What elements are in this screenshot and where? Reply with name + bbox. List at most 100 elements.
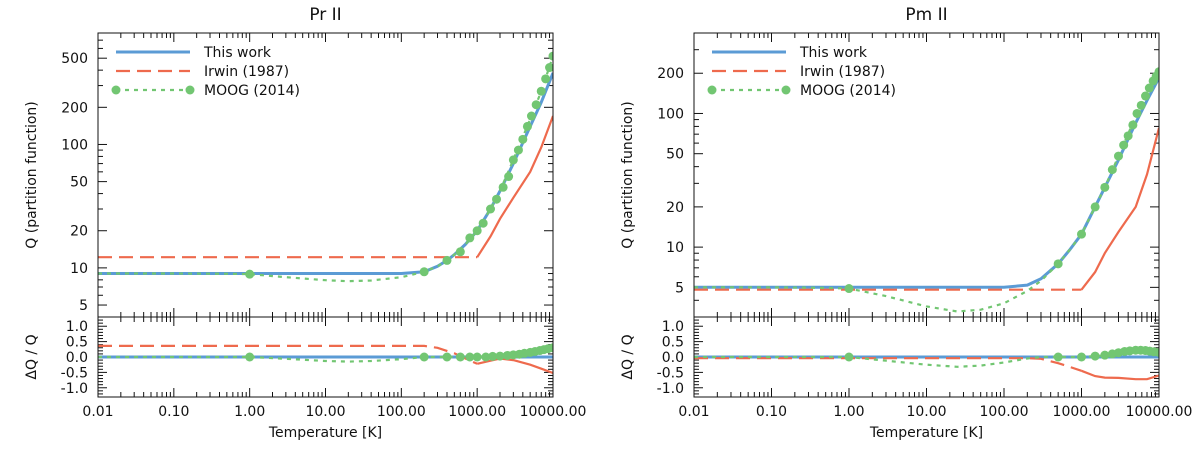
x-tick-label: 100.00 (377, 404, 426, 420)
moog-marker (1128, 120, 1138, 130)
y-axis-label: Q (partition function) (620, 101, 636, 248)
moog-marker (442, 255, 452, 265)
x-tick-label: 0.10 (158, 404, 189, 420)
x-tick-label: 0.10 (756, 404, 787, 420)
moog-marker (1141, 91, 1151, 101)
y-tick-label: 5 (79, 298, 88, 314)
dq-series-moog-2014- (98, 346, 553, 363)
y-axis-label: Q (partition function) (24, 101, 40, 248)
legend-marker (111, 85, 121, 95)
moog-residual-marker (472, 352, 482, 362)
dq-series-irwin-1987-high-t (1081, 369, 1159, 381)
legend-marker (707, 85, 717, 95)
residual-y-tick-label: 0.0 (662, 350, 684, 366)
x-tick-label: 1.00 (833, 404, 864, 420)
moog-marker (455, 247, 465, 257)
q-series-moog-2014- (694, 71, 1159, 313)
x-tick-label: 1.00 (234, 404, 265, 420)
residual-y-tick-label: 1.0 (662, 319, 684, 335)
moog-marker (541, 74, 551, 84)
x-tick-label: 0.01 (678, 404, 709, 420)
moog-marker (486, 204, 496, 214)
moog-residual-marker (442, 352, 452, 362)
q-series-irwin-1987-high-t (476, 115, 553, 258)
moog-marker (548, 51, 553, 61)
moog-marker (1113, 151, 1123, 161)
residual-y-tick-label: 0.0 (66, 350, 88, 366)
dq-series-irwin-1987-high-t (476, 357, 553, 375)
moog-marker (1053, 259, 1063, 269)
y-tick-label: 10 (666, 240, 684, 256)
moog-marker (465, 233, 475, 243)
q-series-this-work (694, 77, 1159, 289)
moog-marker (492, 194, 502, 204)
y-tick-label: 500 (61, 51, 88, 67)
panel-pr-ii: Pr II 0.01 0.10 1.00 10.00 100.00 1000.00 10000… (24, 5, 586, 441)
panel-title: Pr II (309, 5, 341, 25)
x-tick-label: 10.00 (906, 404, 946, 420)
y-tick-label: 50 (666, 147, 684, 163)
moog-residual-marker (481, 352, 491, 362)
y-tick-label: 20 (70, 224, 88, 240)
legend-marker (781, 85, 791, 95)
moog-marker (518, 134, 528, 144)
y-tick-label: 5 (675, 280, 684, 296)
residual-y-axis-label: ΔQ / Q (620, 334, 636, 379)
x-tick-label: 0.01 (82, 404, 113, 420)
moog-marker (478, 218, 488, 228)
x-tick-label: 1000.00 (448, 404, 506, 420)
moog-residual-marker (548, 343, 553, 353)
moog-marker (536, 86, 546, 96)
residual-y-tick-label: -0.5 (657, 365, 684, 381)
moog-marker (844, 284, 854, 294)
moog-marker (513, 145, 523, 155)
residual-y-tick-label: 0.5 (66, 335, 88, 351)
y-tick-label: 200 (61, 100, 88, 116)
moog-marker (472, 226, 482, 236)
moog-marker (1077, 229, 1086, 239)
y-tick-label: 20 (666, 200, 684, 216)
legend-label: MOOG (2014) (800, 83, 896, 99)
x-axis-label: Temperature [K] (268, 425, 382, 441)
moog-marker (1100, 182, 1110, 192)
moog-residual-marker (455, 352, 465, 362)
moog-residual-marker (245, 352, 255, 362)
dq-series-irwin-1987- (98, 344, 478, 365)
residual-y-tick-label: -1.0 (657, 381, 684, 397)
y-tick-label: 200 (657, 66, 684, 82)
moog-marker (1123, 131, 1133, 141)
legend-marker (185, 85, 195, 95)
dq-series-irwin-1987- (694, 357, 1082, 372)
residual-y-tick-label: 0.5 (662, 335, 684, 351)
q-series-irwin-1987-high-t (1080, 127, 1159, 291)
legend-label: This work (203, 45, 272, 61)
moog-residual-marker (1090, 351, 1100, 361)
residual-y-axis-label: ΔQ / Q (24, 334, 40, 379)
moog-marker (526, 111, 536, 121)
x-tick-label: 10000.00 (1126, 404, 1193, 420)
plot-frame-bottom (693, 316, 1160, 398)
legend-label: MOOG (2014) (204, 83, 300, 99)
moog-marker (1144, 83, 1154, 93)
q-series-moog-2014- (98, 55, 553, 283)
moog-residual-marker (844, 352, 854, 362)
x-axis-label: Temperature [K] (869, 425, 983, 441)
residual-y-tick-label: -1.0 (61, 381, 88, 397)
moog-residual-marker (1154, 347, 1159, 357)
legend-label: Irwin (1987) (204, 64, 289, 80)
legend-label: This work (799, 45, 868, 61)
moog-residual-marker (1100, 350, 1110, 360)
moog-residual-marker (465, 352, 475, 362)
plot-frame-top (693, 32, 1160, 318)
residual-y-tick-label: 1.0 (66, 319, 88, 335)
moog-residual-marker (488, 351, 498, 361)
y-tick-label: 10 (70, 261, 88, 277)
moog-residual-marker (419, 352, 429, 362)
moog-marker (1119, 140, 1129, 150)
y-tick-label: 100 (61, 137, 88, 153)
moog-residual-marker (495, 351, 505, 361)
panel-title: Pm II (905, 5, 947, 25)
x-tick-label: 1000.00 (1053, 404, 1111, 420)
moog-marker (1107, 165, 1117, 175)
